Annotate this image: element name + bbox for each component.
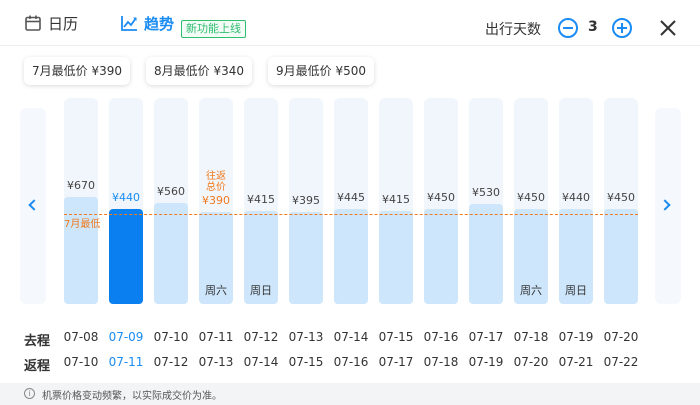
price-bar (514, 209, 548, 304)
price-label: ¥415 (247, 193, 275, 206)
price-bar (289, 212, 323, 304)
price-bar (154, 203, 188, 304)
depart-date[interactable]: 07-18 (513, 330, 549, 344)
price-label: ¥450 (517, 191, 545, 204)
price-column[interactable]: ¥440 周日 (559, 98, 593, 304)
calendar-icon (25, 15, 41, 31)
depart-date[interactable]: 07-17 (468, 330, 504, 344)
return-date[interactable]: 07-10 (63, 355, 99, 369)
tab-calendar-label: 日历 (48, 14, 79, 33)
price-column[interactable]: ¥415 周日 (244, 98, 278, 304)
price-column[interactable]: ¥415 (379, 98, 413, 304)
depart-date[interactable]: 07-14 (333, 330, 369, 344)
return-date[interactable]: 07-14 (243, 355, 279, 369)
next-page-button[interactable] (655, 108, 681, 304)
price-column[interactable]: ¥390 往返 总价周六 (199, 98, 233, 304)
price-label: ¥530 (472, 186, 500, 199)
price-trend-chart: ¥670 ¥440 ¥560 ¥390 往返 总价周六 ¥415 周日 ¥395 ¥445 ¥415… (0, 96, 700, 324)
price-label: ¥395 (292, 194, 320, 207)
price-column[interactable]: ¥670 (64, 98, 98, 304)
price-bar (469, 204, 503, 304)
depart-date[interactable]: 07-13 (288, 330, 324, 344)
price-column[interactable]: ¥530 (469, 98, 503, 304)
lowest-price-line (64, 214, 638, 215)
price-label: ¥415 (382, 193, 410, 206)
price-bar (424, 209, 458, 304)
depart-date[interactable]: 07-19 (558, 330, 594, 344)
return-row-label: 返程 (24, 359, 51, 374)
price-label: ¥440 (112, 191, 140, 204)
price-bar (379, 211, 413, 304)
trend-chart-icon (121, 16, 137, 31)
price-bar (559, 209, 593, 304)
price-label: ¥450 (607, 191, 635, 204)
monthly-lowest-chip-jul[interactable]: 7月最低价 ¥390 (24, 57, 130, 85)
chevron-right-icon (659, 199, 671, 211)
price-column[interactable]: ¥450 (604, 98, 638, 304)
increase-days-button[interactable] (612, 18, 632, 38)
price-bar (334, 209, 368, 304)
prev-page-button[interactable] (20, 108, 46, 304)
price-label: ¥445 (337, 191, 365, 204)
depart-date[interactable]: 07-11 (198, 330, 234, 344)
price-label: ¥450 (427, 191, 455, 204)
return-date[interactable]: 07-22 (603, 355, 639, 369)
monthly-lowest-chip-aug[interactable]: 8月最低价 ¥340 (146, 57, 252, 85)
depart-date[interactable]: 07-20 (603, 330, 639, 344)
close-icon[interactable] (658, 18, 678, 38)
weekday-label: 周日 (250, 284, 272, 297)
price-bar (199, 212, 233, 304)
price-bar (604, 209, 638, 304)
tab-trend-label: 趋势 (144, 14, 175, 33)
return-date[interactable]: 07-21 (558, 355, 594, 369)
price-bar (244, 211, 278, 304)
depart-date[interactable]: 07-16 (423, 330, 459, 344)
price-column[interactable]: ¥440 (109, 98, 143, 304)
price-label: ¥390 (202, 194, 230, 207)
round-trip-total-tag: 总价 (206, 182, 226, 193)
price-column[interactable]: ¥450 (424, 98, 458, 304)
return-date[interactable]: 07-12 (153, 355, 189, 369)
new-feature-badge: 新功能上线 (181, 20, 246, 38)
return-date[interactable]: 07-16 (333, 355, 369, 369)
depart-date[interactable]: 07-08 (63, 330, 99, 344)
round-trip-total-tag: 往返 (206, 171, 226, 182)
depart-date[interactable]: 07-09 (108, 330, 144, 344)
return-date[interactable]: 07-19 (468, 355, 504, 369)
lowest-price-line-label: 7月最低 (64, 219, 101, 230)
depart-date[interactable]: 07-10 (153, 330, 189, 344)
return-date[interactable]: 07-15 (288, 355, 324, 369)
price-column[interactable]: ¥560 (154, 98, 188, 304)
footer-notice: i 机票价格变动频繁，以实际成交价为准。 (0, 383, 700, 405)
depart-row-label: 去程 (24, 334, 51, 349)
price-column[interactable]: ¥450 周六 (514, 98, 548, 304)
price-column[interactable]: ¥445 (334, 98, 368, 304)
price-label: ¥670 (67, 179, 95, 192)
travel-days-label: 出行天数 (485, 22, 541, 38)
travel-days-value: 3 (588, 19, 598, 35)
info-icon: i (24, 388, 35, 399)
monthly-lowest-chip-sep[interactable]: 9月最低价 ¥500 (268, 57, 374, 85)
return-date[interactable]: 07-20 (513, 355, 549, 369)
weekday-label: 周六 (520, 284, 542, 297)
price-column[interactable]: ¥395 (289, 98, 323, 304)
tab-calendar[interactable]: 日历 (24, 12, 78, 34)
decrease-days-button[interactable] (558, 18, 578, 38)
header-bar: 日历 趋势 新功能上线 出行天数 3 (0, 0, 700, 46)
chevron-left-icon (28, 199, 40, 211)
return-date[interactable]: 07-18 (423, 355, 459, 369)
depart-date[interactable]: 07-15 (378, 330, 414, 344)
price-bar (109, 209, 143, 304)
depart-date[interactable]: 07-12 (243, 330, 279, 344)
footer-text: 机票价格变动频繁，以实际成交价为准。 (42, 391, 222, 402)
price-label: ¥440 (562, 191, 590, 204)
tab-trend[interactable]: 趋势 (120, 12, 174, 34)
return-date[interactable]: 07-11 (108, 355, 144, 369)
return-date[interactable]: 07-13 (198, 355, 234, 369)
weekday-label: 周日 (565, 284, 587, 297)
price-label: ¥560 (157, 185, 185, 198)
return-date[interactable]: 07-17 (378, 355, 414, 369)
weekday-label: 周六 (205, 284, 227, 297)
